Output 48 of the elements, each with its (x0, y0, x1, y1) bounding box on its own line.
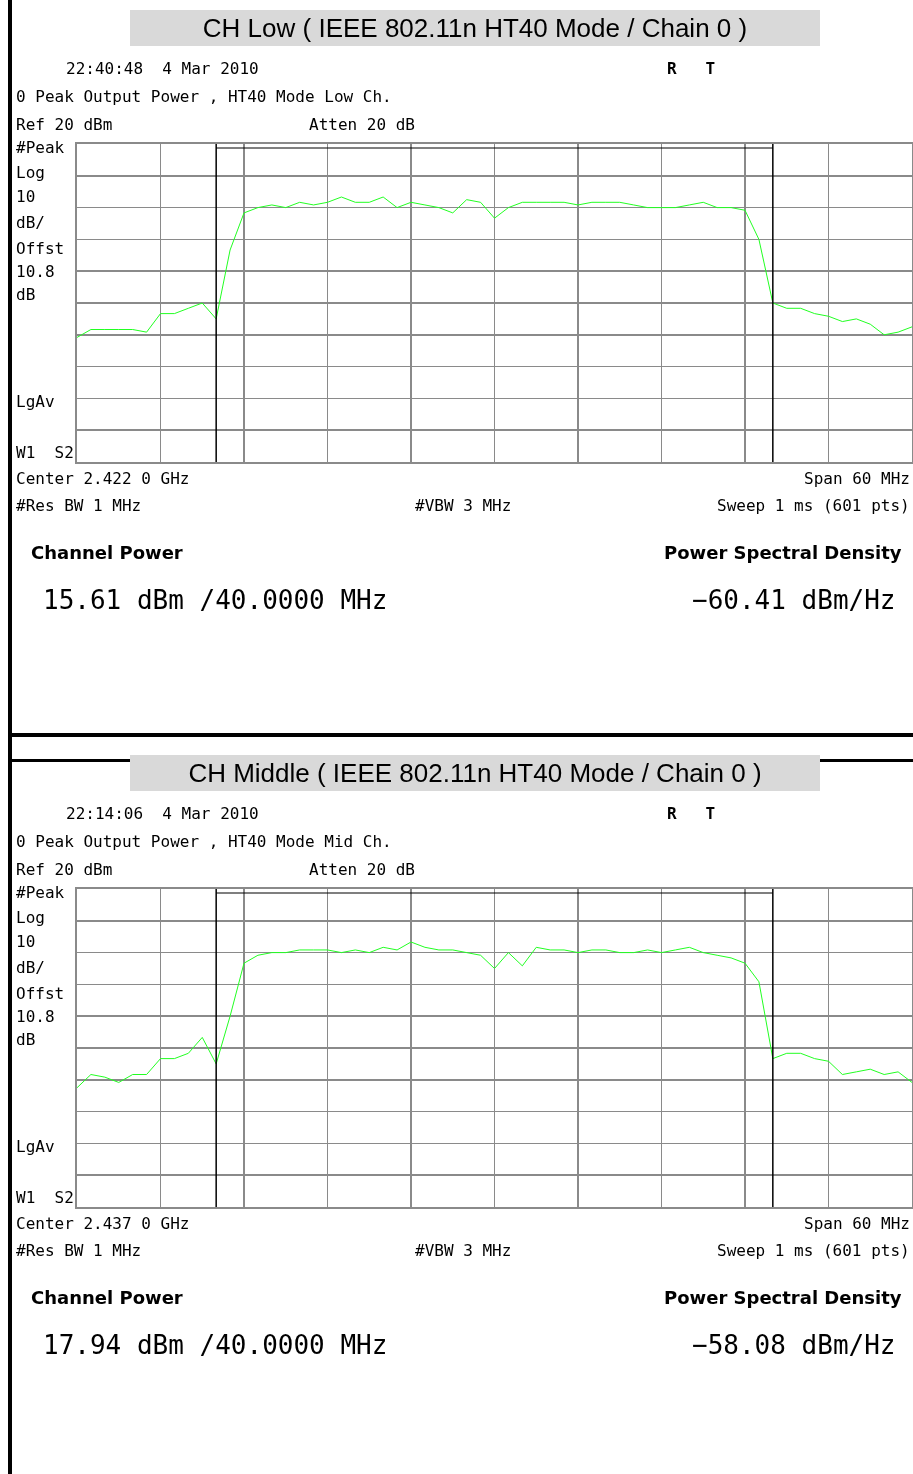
text: Center 2.422 0 GHz (16, 469, 190, 488)
text: Sweep 1 ms (601 pts) (717, 1241, 910, 1260)
text: Channel Power (31, 1287, 183, 1308)
text: Offst (16, 239, 65, 258)
text: LgAv (16, 392, 55, 411)
text: Span 60 MHz (804, 1214, 910, 1233)
chart-title: CH Middle ( IEEE 802.11n HT40 Mode / Chain 0 ) (188, 758, 762, 789)
text: Center 2.437 0 GHz (16, 1214, 190, 1233)
text: Channel Power (31, 542, 183, 563)
text: Ref 20 dBm (16, 115, 113, 134)
text: 0 Peak Output Power , HT40 Mode Mid Ch. (16, 832, 392, 851)
text: 10.8 (16, 1007, 55, 1026)
text: 15.61 dBm /40.0000 MHz (43, 585, 388, 615)
text: Span 60 MHz (804, 469, 910, 488)
text: 0 Peak Output Power , HT40 Mode Low Ch. (16, 87, 392, 106)
text: −60.41 dBm/Hz (692, 585, 896, 615)
text: #Peak (16, 138, 65, 157)
text: dB/ (16, 958, 45, 977)
text: R T (667, 804, 716, 823)
text: 22:14:06 4 Mar 2010 (66, 804, 259, 823)
text: 10.8 (16, 262, 55, 281)
text: #Res BW 1 MHz (16, 496, 142, 515)
text: 10 (16, 932, 36, 951)
text: #VBW 3 MHz (415, 496, 512, 515)
text: Power Spectral Density (664, 542, 902, 563)
text: Sweep 1 ms (601 pts) (717, 496, 910, 515)
text: Power Spectral Density (664, 1287, 902, 1308)
text: W1 S2 (16, 1188, 74, 1207)
text: Offst (16, 984, 65, 1003)
chart-title: CH Low ( IEEE 802.11n HT40 Mode / Chain 0 ) (202, 13, 748, 44)
text: #Res BW 1 MHz (16, 1241, 142, 1260)
text: LgAv (16, 1137, 55, 1156)
text: dB/ (16, 213, 45, 232)
text: W1 S2 (16, 443, 74, 462)
text: dB (16, 1030, 36, 1049)
text: R T (667, 59, 716, 78)
text: −58.08 dBm/Hz (692, 1330, 896, 1360)
text: #VBW 3 MHz (415, 1241, 512, 1260)
text: 22:40:48 4 Mar 2010 (66, 59, 259, 78)
text: Log (16, 163, 45, 182)
text: #Peak (16, 883, 65, 902)
text: Ref 20 dBm (16, 860, 113, 879)
text: Atten 20 dB (309, 115, 415, 134)
text: Log (16, 908, 45, 927)
text: 10 (16, 187, 36, 206)
text: dB (16, 285, 36, 304)
text: Atten 20 dB (309, 860, 415, 879)
text: 17.94 dBm /40.0000 MHz (43, 1330, 388, 1360)
